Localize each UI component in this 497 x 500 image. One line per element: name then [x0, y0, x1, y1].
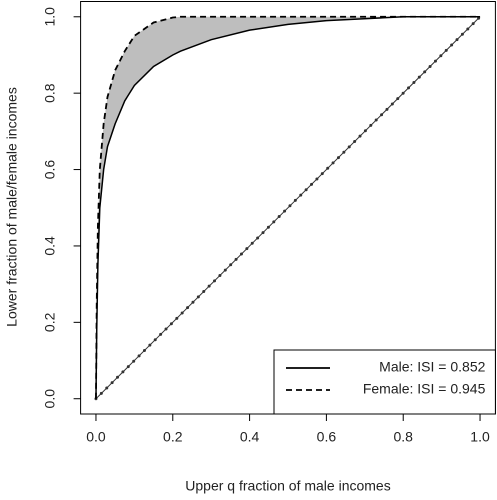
y-tick-label: 0.8 [41, 83, 57, 103]
y-tick-label: 0.0 [41, 389, 57, 409]
y-tick-label: 0.4 [41, 236, 57, 256]
y-tick-label: 0.6 [41, 160, 57, 180]
x-tick-label: 0.8 [393, 429, 413, 445]
x-tick-label: 0.2 [163, 429, 183, 445]
y-tick-label: 1.0 [41, 7, 57, 27]
diagonal-dots [94, 15, 482, 401]
diagonal-line [95, 16, 481, 400]
x-tick-label: 1.0 [470, 429, 490, 445]
x-tick-label: 0.4 [240, 429, 260, 445]
y-axis-label: Lower fraction of male/female incomes [4, 87, 20, 327]
series-line [95, 16, 481, 399]
legend-label: Female: ISI = 0.945 [363, 381, 486, 397]
y-tick-label: 0.2 [41, 312, 57, 332]
series-line [95, 15, 481, 399]
legend-box [273, 349, 496, 415]
legend-label: Male: ISI = 0.852 [379, 359, 485, 375]
x-axis-label: Upper q fraction of male incomes [185, 478, 390, 494]
x-tick-label: 0.6 [317, 429, 337, 445]
shaded-gap [95, 16, 481, 399]
x-tick-label: 0.0 [86, 429, 106, 445]
